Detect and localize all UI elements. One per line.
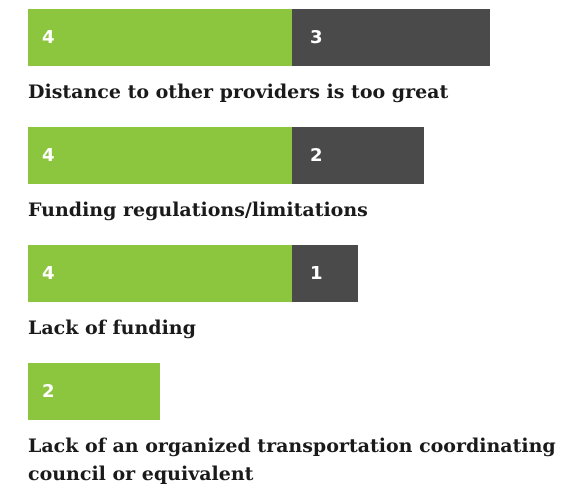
bar-segment [28, 127, 292, 184]
data-label: 4 [42, 263, 55, 284]
category-label: Lack of an organized transportation coor… [28, 435, 556, 485]
data-label: 3 [310, 27, 323, 48]
data-label: 2 [42, 381, 55, 402]
bar-segment [28, 363, 160, 420]
bar-segment [292, 245, 358, 302]
bar-segment [292, 9, 490, 66]
data-label: 1 [310, 263, 323, 284]
category-label: Funding regulations/limitations [28, 199, 368, 221]
data-label: 4 [42, 145, 55, 166]
bar-segment [28, 9, 292, 66]
bar-segment [28, 245, 292, 302]
category-label: Lack of funding [28, 317, 196, 339]
category-label: Distance to other providers is too great [28, 81, 449, 103]
data-label: 4 [42, 27, 55, 48]
bar-segment [292, 127, 424, 184]
data-label: 2 [310, 145, 323, 166]
